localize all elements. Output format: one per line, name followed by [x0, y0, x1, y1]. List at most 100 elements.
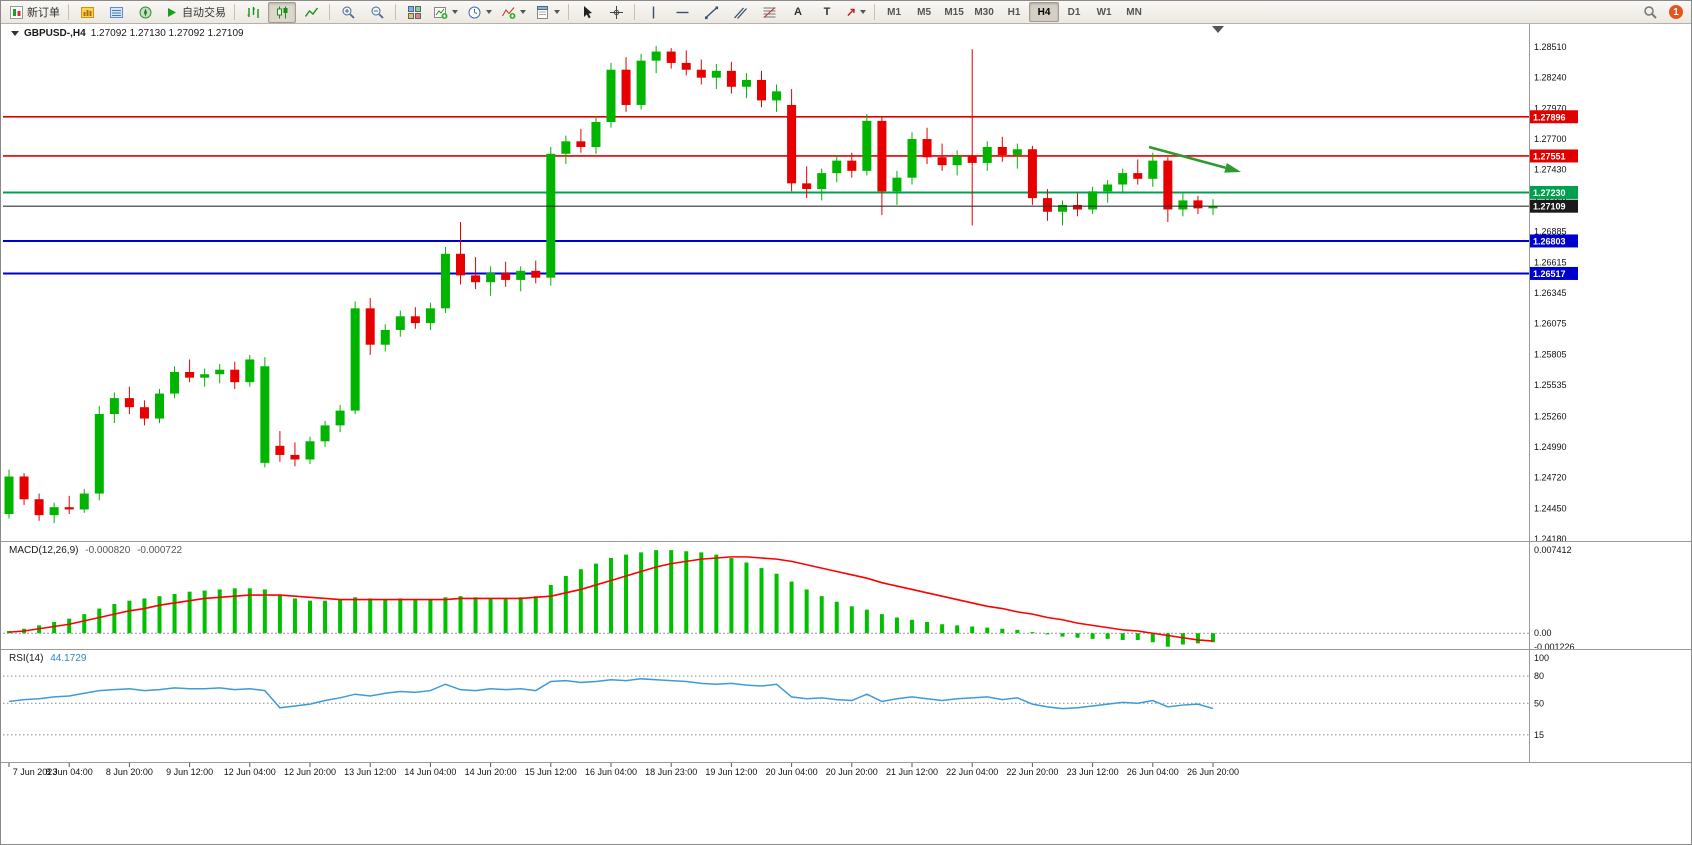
svg-text:1.27430: 1.27430: [1534, 165, 1567, 175]
data-window-button[interactable]: [102, 2, 130, 23]
candlestick-chart-icon: [276, 6, 287, 18]
arrows-tool-glyph: ↗: [846, 5, 857, 19]
ohlc-values: 1.27092 1.27130 1.27092 1.27109: [90, 28, 244, 39]
cursor-tool-button[interactable]: [573, 2, 601, 23]
panel-separators: [1, 23, 1691, 763]
svg-text:1.27970: 1.27970: [1534, 103, 1567, 113]
market-watch-button[interactable]: [73, 2, 101, 23]
channel-tool-button[interactable]: [726, 2, 754, 23]
toolbar-separator: [234, 4, 235, 20]
trendline-tool-button[interactable]: [697, 2, 725, 23]
macd-main-value: -0.000820: [85, 545, 131, 556]
chart-menu-caret-icon[interactable]: [11, 31, 19, 36]
dropdown-caret: [860, 10, 867, 14]
periods-button[interactable]: [463, 2, 496, 23]
chart-line-button[interactable]: [297, 2, 325, 23]
tile-windows-button[interactable]: [400, 2, 428, 23]
text-tool-button[interactable]: A: [784, 2, 812, 23]
timeframe-mn-button[interactable]: MN: [1126, 6, 1142, 18]
chart-bars-button[interactable]: [239, 2, 267, 23]
candles: [4, 45, 1218, 524]
svg-text:14 Jun 04:00: 14 Jun 04:00: [404, 767, 456, 777]
svg-text:1.28240: 1.28240: [1534, 73, 1567, 83]
market-watch-icon: [80, 6, 94, 18]
arrow-annotation: [1148, 145, 1241, 173]
navigator-icon: [139, 6, 151, 18]
svg-text:1.24990: 1.24990: [1534, 442, 1567, 452]
equidistant-channel-icon: [733, 7, 747, 19]
new-order-button[interactable]: 新订单: [5, 2, 64, 23]
svg-text:1.24180: 1.24180: [1534, 534, 1567, 544]
svg-text:-0.001226: -0.001226: [1534, 642, 1575, 652]
timeframe-m5-button[interactable]: M5: [917, 6, 932, 18]
templates-button[interactable]: [531, 2, 564, 23]
svg-text:16 Jun 04:00: 16 Jun 04:00: [585, 767, 637, 777]
timeframe-buttons: M1 M5 M15 M30 H1 H4 D1 W1 MN: [879, 2, 1149, 22]
new-chart-button[interactable]: [429, 2, 462, 23]
timeframe-h4-button[interactable]: H4: [1029, 2, 1060, 22]
svg-text:1.27896: 1.27896: [1533, 112, 1566, 122]
svg-text:9 Jun 12:00: 9 Jun 12:00: [166, 767, 213, 777]
svg-text:26 Jun 20:00: 26 Jun 20:00: [1187, 767, 1239, 777]
autotrading-button[interactable]: 自动交易: [160, 2, 230, 23]
svg-text:12 Jun 04:00: 12 Jun 04:00: [224, 767, 276, 777]
svg-text:1.25260: 1.25260: [1534, 411, 1567, 421]
svg-text:100: 100: [1534, 653, 1549, 663]
macd-title: MACD(12,26,9): [9, 545, 79, 556]
vertical-line-tool-button[interactable]: [639, 2, 667, 23]
zoom-in-button[interactable]: [334, 2, 362, 23]
dropdown-caret: [520, 10, 526, 14]
toolbar-separator: [329, 4, 330, 20]
rsi-value: 44.1729: [50, 653, 87, 664]
horizontal-line-tool-button[interactable]: [668, 2, 696, 23]
svg-text:20 Jun 04:00: 20 Jun 04:00: [766, 767, 818, 777]
new-order-label: 新订单: [27, 7, 60, 19]
navigator-button[interactable]: [131, 2, 159, 23]
timeframe-m15-button[interactable]: M15: [944, 6, 964, 18]
timeframe-h1-button[interactable]: H1: [1007, 6, 1021, 18]
crosshair-tool-button[interactable]: [602, 2, 630, 23]
rsi-header: RSI(14) 44.1729: [9, 653, 86, 664]
rsi-title: RSI(14): [9, 653, 44, 664]
horizontal-lines: [3, 115, 1529, 275]
new-order-icon: [10, 5, 23, 19]
svg-text:26 Jun 04:00: 26 Jun 04:00: [1127, 767, 1179, 777]
main-toolbar: 新订单: [1, 1, 1691, 24]
svg-text:21 Jun 12:00: 21 Jun 12:00: [886, 767, 938, 777]
svg-text:1.26615: 1.26615: [1534, 257, 1567, 267]
timeframe-m1-button[interactable]: M1: [887, 6, 902, 18]
indicators-button[interactable]: [497, 2, 530, 23]
toolbar-separator: [874, 4, 876, 20]
zoom-out-button[interactable]: [363, 2, 391, 23]
arrows-tool-button[interactable]: ↗: [842, 2, 870, 23]
svg-text:80: 80: [1534, 671, 1544, 681]
svg-text:8 Jun 04:00: 8 Jun 04:00: [46, 767, 93, 777]
toolbar-separator: [568, 4, 569, 20]
fibonacci-tool-button[interactable]: [755, 2, 783, 23]
svg-text:1.27551: 1.27551: [1533, 151, 1566, 161]
notification-badge[interactable]: 1: [1669, 5, 1683, 19]
chart-candles-button[interactable]: [268, 1, 296, 23]
timeframe-m30-button[interactable]: M30: [974, 6, 994, 18]
svg-text:19 Jun 12:00: 19 Jun 12:00: [705, 767, 757, 777]
macd-panel: 0.007412 0.00 -0.001226: [3, 545, 1575, 652]
timeframe-w1-button[interactable]: W1: [1096, 6, 1112, 18]
autotrading-play-icon: [168, 7, 176, 17]
svg-text:1.26075: 1.26075: [1534, 319, 1567, 329]
svg-text:8 Jun 20:00: 8 Jun 20:00: [106, 767, 153, 777]
fibonacci-icon: [763, 6, 775, 18]
toolbar-separator: [68, 4, 69, 20]
svg-text:7 Jun 2023: 7 Jun 2023: [13, 767, 58, 777]
chart-shift-marker-icon[interactable]: [1212, 26, 1224, 33]
dropdown-caret: [486, 10, 492, 14]
vertical-line-icon: [652, 6, 654, 18]
search-button[interactable]: [1636, 2, 1664, 23]
zoom-in-icon: [342, 6, 355, 19]
timeframe-d1-button[interactable]: D1: [1067, 6, 1081, 18]
svg-text:1.26517: 1.26517: [1533, 269, 1566, 279]
text-label-tool-button[interactable]: T: [813, 2, 841, 23]
toolbar-separator: [395, 4, 396, 20]
dropdown-caret: [452, 10, 458, 14]
